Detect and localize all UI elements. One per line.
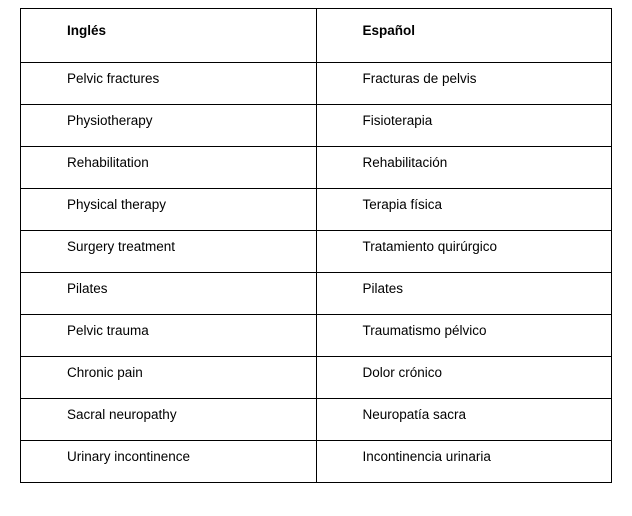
column-header-english: Inglés	[21, 9, 317, 63]
table-row: Urinary incontinence Incontinencia urina…	[21, 441, 612, 483]
cell-spanish: Fracturas de pelvis	[316, 63, 612, 105]
table-row: Rehabilitation Rehabilitación	[21, 147, 612, 189]
table-row: Pilates Pilates	[21, 273, 612, 315]
table-row: Surgery treatment Tratamiento quirúrgico	[21, 231, 612, 273]
cell-english: Chronic pain	[21, 357, 317, 399]
cell-english: Rehabilitation	[21, 147, 317, 189]
column-header-spanish: Español	[316, 9, 612, 63]
table-row: Chronic pain Dolor crónico	[21, 357, 612, 399]
vocabulary-table: Inglés Español Pelvic fractures Fractura…	[20, 8, 612, 483]
cell-spanish: Pilates	[316, 273, 612, 315]
cell-spanish: Dolor crónico	[316, 357, 612, 399]
cell-english: Pelvic trauma	[21, 315, 317, 357]
cell-english: Surgery treatment	[21, 231, 317, 273]
cell-spanish: Incontinencia urinaria	[316, 441, 612, 483]
table-row: Sacral neuropathy Neuropatía sacra	[21, 399, 612, 441]
table-row: Pelvic trauma Traumatismo pélvico	[21, 315, 612, 357]
cell-spanish: Neuropatía sacra	[316, 399, 612, 441]
cell-spanish: Tratamiento quirúrgico	[316, 231, 612, 273]
cell-english: Physiotherapy	[21, 105, 317, 147]
table-container: Inglés Español Pelvic fractures Fractura…	[0, 0, 632, 503]
cell-english: Urinary incontinence	[21, 441, 317, 483]
cell-spanish: Traumatismo pélvico	[316, 315, 612, 357]
table-row: Physiotherapy Fisioterapia	[21, 105, 612, 147]
table-row: Physical therapy Terapia física	[21, 189, 612, 231]
cell-spanish: Terapia física	[316, 189, 612, 231]
cell-english: Pelvic fractures	[21, 63, 317, 105]
table-row: Pelvic fractures Fracturas de pelvis	[21, 63, 612, 105]
cell-spanish: Rehabilitación	[316, 147, 612, 189]
cell-english: Sacral neuropathy	[21, 399, 317, 441]
cell-english: Physical therapy	[21, 189, 317, 231]
table-header-row: Inglés Español	[21, 9, 612, 63]
cell-spanish: Fisioterapia	[316, 105, 612, 147]
cell-english: Pilates	[21, 273, 317, 315]
